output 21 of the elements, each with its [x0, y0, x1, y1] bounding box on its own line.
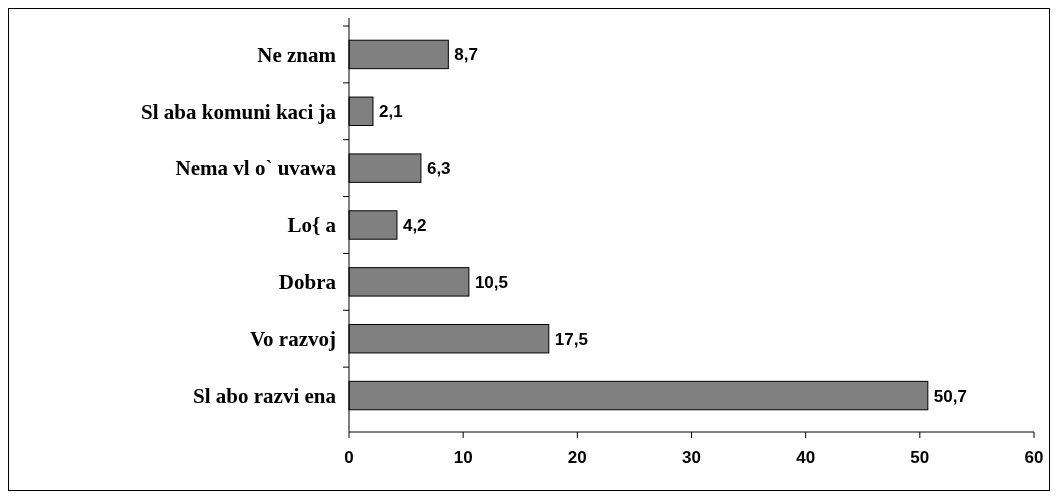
x-tick-label: 30 — [682, 448, 701, 467]
y-tick-label: Ne znam — [257, 42, 337, 67]
data-label: 4,2 — [402, 215, 427, 235]
x-tick-label: 50 — [910, 448, 930, 467]
x-tick-label: 20 — [567, 448, 587, 467]
y-tick-label: Dobra — [278, 270, 337, 295]
data-label: 8,7 — [454, 45, 478, 65]
x-tick-label: 40 — [796, 448, 816, 467]
data-label: 17,5 — [554, 329, 588, 349]
x-tick-label: 10 — [453, 448, 473, 467]
data-label: 2,1 — [378, 102, 403, 122]
x-tick-label: 0 — [344, 448, 354, 467]
y-tick-label: Lo{ a — [287, 213, 337, 238]
data-label: 10,5 — [474, 272, 508, 292]
y-tick-label: Vo razvoj — [249, 327, 336, 352]
x-tick-label: 60 — [1024, 448, 1044, 467]
y-tick-label: Nema vl o` uvawa — [175, 156, 337, 181]
data-label: 6,3 — [426, 159, 451, 179]
data-label: 50,7 — [933, 386, 967, 406]
y-tick-label: Sl abo razvi ena — [193, 383, 337, 408]
y-tick-label: Sl aba komuni kaci ja — [141, 99, 337, 124]
